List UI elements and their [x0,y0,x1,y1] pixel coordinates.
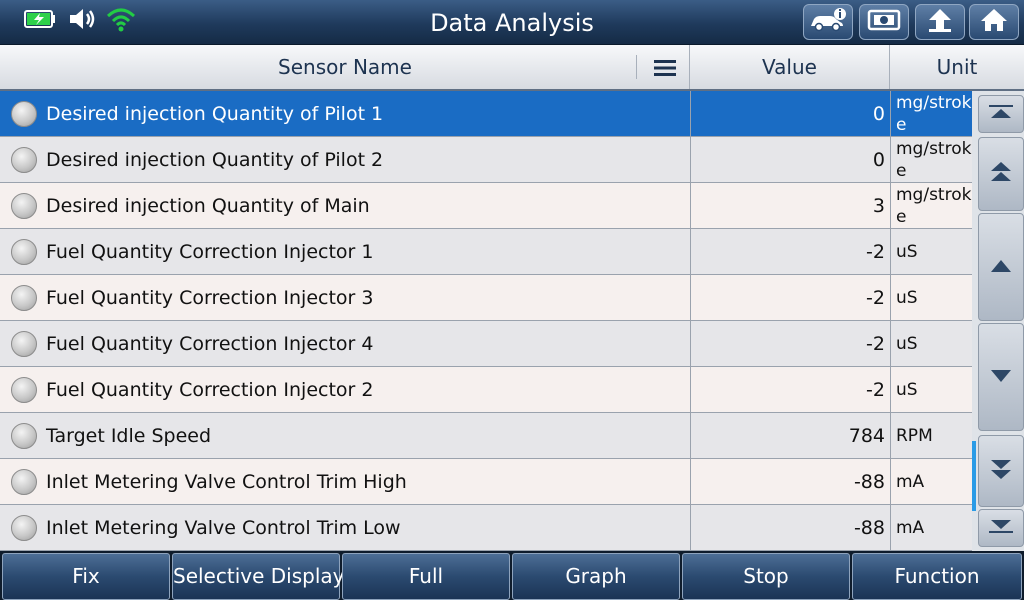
column-menu-icon[interactable] [654,59,676,81]
sensor-name: Inlet Metering Valve Control Trim Low [46,517,401,539]
sensor-name: Fuel Quantity Correction Injector 3 [46,287,374,309]
sensor-name: Fuel Quantity Correction Injector 4 [46,333,374,355]
chevron-up-icon [990,258,1012,277]
wifi-icon [106,6,136,36]
sensor-unit: mg/stroke [890,91,972,137]
graph-button[interactable]: Graph [512,553,680,600]
sensor-unit: uS [890,229,972,275]
double-chevron-up-icon [989,160,1013,188]
scroll-to-bottom-icon [988,518,1014,538]
sensor-value: -88 [690,459,885,505]
scroll-down-button[interactable] [978,323,1024,431]
stop-button[interactable]: Stop [682,553,850,600]
full-button[interactable]: Full [342,553,510,600]
table-row[interactable]: Fuel Quantity Correction Injector 1 -2 u… [0,229,972,275]
sensor-name: Fuel Quantity Correction Injector 1 [46,241,374,263]
table-row[interactable]: Inlet Metering Valve Control Trim Low -8… [0,505,972,551]
page-down-button[interactable] [978,435,1024,507]
sensor-value: -88 [690,505,885,551]
sensor-table: Desired injection Quantity of Pilot 1 0 … [0,91,972,551]
sensor-name-label: Sensor Name [278,55,412,79]
selective-display-button[interactable]: Selective Display [172,553,344,600]
column-header-value[interactable]: Value [690,45,890,89]
sensor-value: -2 [690,275,885,321]
sensor-value: -2 [690,229,885,275]
row-select-radio[interactable] [11,239,37,265]
sensor-unit: mA [890,459,972,505]
table-row[interactable]: Target Idle Speed 784 RPM [0,413,972,459]
row-select-radio[interactable] [11,285,37,311]
table-row[interactable]: Desired injection Quantity of Main 3 mg/… [0,183,972,229]
scrollbar-thumb[interactable] [972,441,976,511]
sensor-value: 0 [690,91,885,137]
row-select-radio[interactable] [11,331,37,357]
scroll-up-button[interactable] [978,213,1024,321]
row-select-radio[interactable] [11,101,37,127]
home-button[interactable] [969,4,1019,40]
page-up-button[interactable] [978,137,1024,211]
sensor-name: Fuel Quantity Correction Injector 2 [46,379,374,401]
row-select-radio[interactable] [11,515,37,541]
battery-charging-icon [24,10,56,32]
top-bar: Data Analysis [0,0,1024,45]
page-title: Data Analysis [430,9,594,37]
sensor-value: -2 [690,321,885,367]
row-select-radio[interactable] [11,423,37,449]
sensor-name: Inlet Metering Valve Control Trim High [46,471,407,493]
sensor-value: 3 [690,183,885,229]
sensor-value: -2 [690,367,885,413]
screenshot-button[interactable] [859,4,909,40]
row-select-radio[interactable] [11,193,37,219]
sensor-name: Desired injection Quantity of Pilot 1 [46,103,384,125]
table-row[interactable]: Fuel Quantity Correction Injector 2 -2 u… [0,367,972,413]
table-row[interactable]: Desired injection Quantity of Pilot 2 0 … [0,137,972,183]
column-header-sensor-name[interactable]: Sensor Name [0,45,690,89]
sensor-unit: RPM [890,413,972,459]
back-button[interactable] [915,4,965,40]
vehicle-info-icon [808,7,848,37]
sensor-unit: mA [890,505,972,551]
sensor-name: Desired injection Quantity of Pilot 2 [46,149,384,171]
sensor-unit: mg/stroke [890,137,972,183]
row-select-radio[interactable] [11,469,37,495]
sensor-value: 0 [690,137,885,183]
back-icon [925,7,955,37]
sensor-unit: uS [890,367,972,413]
double-chevron-down-icon [989,457,1013,485]
vehicle-info-button[interactable] [803,4,853,40]
speaker-icon[interactable] [68,7,98,35]
table-header: Sensor Name Value Unit [0,45,1024,91]
function-button[interactable]: Function [852,553,1022,600]
chevron-down-icon [990,368,1012,387]
home-icon [979,7,1009,37]
header-divider [636,55,637,79]
scroll-bottom-button[interactable] [978,509,1024,547]
sensor-name: Target Idle Speed [46,425,212,447]
row-select-radio[interactable] [11,147,37,173]
sensor-unit: uS [890,321,972,367]
table-row[interactable]: Desired injection Quantity of Pilot 1 0 … [0,91,972,137]
table-row[interactable]: Inlet Metering Valve Control Trim High -… [0,459,972,505]
scroll-panel [972,91,1024,551]
row-select-radio[interactable] [11,377,37,403]
screenshot-icon [866,8,902,36]
table-row[interactable]: Fuel Quantity Correction Injector 3 -2 u… [0,275,972,321]
scroll-to-top-icon [988,104,1014,124]
sensor-unit: uS [890,275,972,321]
sensor-name: Desired injection Quantity of Main [46,195,370,217]
fix-button[interactable]: Fix [2,553,170,600]
sensor-value: 784 [690,413,885,459]
column-header-unit[interactable]: Unit [936,55,978,79]
bottom-toolbar: Fix Selective Display Full Graph Stop Fu… [0,551,1024,600]
table-row[interactable]: Fuel Quantity Correction Injector 4 -2 u… [0,321,972,367]
scroll-top-button[interactable] [978,95,1024,133]
sensor-unit: mg/stroke [890,183,972,229]
